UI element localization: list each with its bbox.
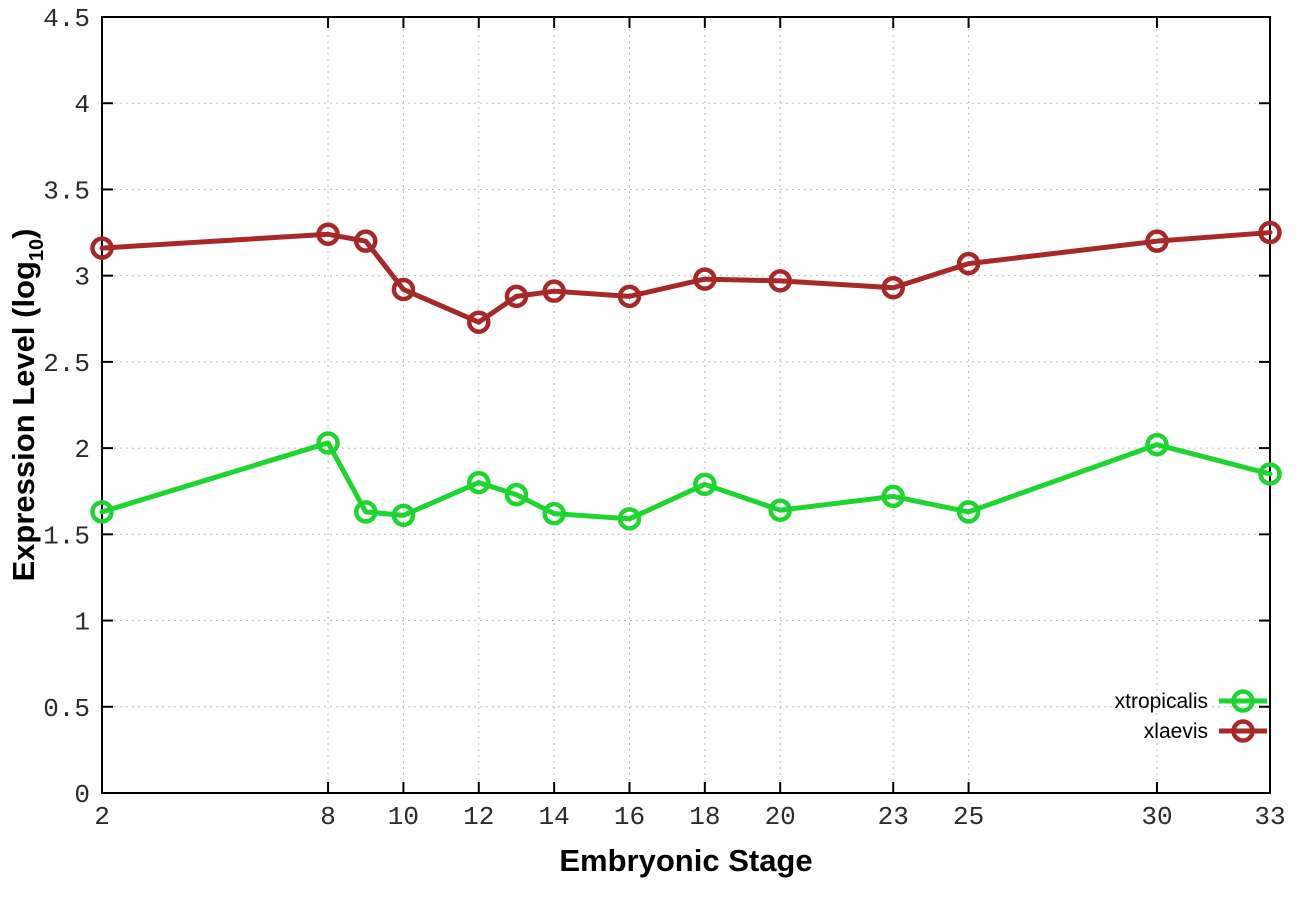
y-tick-label: 4.5 <box>43 4 90 34</box>
y-tick-label: 1 <box>74 608 90 638</box>
x-tick-label: 14 <box>539 802 570 832</box>
data-point-xtropicalis-stage-18 <box>693 472 717 497</box>
data-point-xlaevis-stage-14 <box>542 279 566 303</box>
y-tick-label: 2.5 <box>43 349 90 379</box>
data-point-xlaevis-stage-33 <box>1258 220 1282 245</box>
data-point-xtropicalis-stage-14 <box>542 501 566 526</box>
axes-layer: 2 8 10 12 14 16 18 20 23 25 30 33 0 0.5 1 1.5 2 2.5 3 3.5 4 4… <box>43 4 1285 832</box>
data-point-xlaevis-stage-8 <box>316 222 340 247</box>
y-tick-label: 3 <box>74 263 90 293</box>
x-tick-label: 30 <box>1141 802 1172 832</box>
data-point-xtropicalis-stage-13 <box>504 482 529 507</box>
data-point-xtropicalis-stage-2 <box>90 500 114 524</box>
legend-marker-xlaevis <box>1231 719 1255 743</box>
data-point-xtropicalis-stage-12 <box>467 470 491 495</box>
x-tick-label: 18 <box>689 802 720 832</box>
series-line-xtropicalis <box>99 440 1273 522</box>
x-tick-label: 16 <box>614 802 645 832</box>
series-xlaevis <box>90 220 1282 334</box>
y-tick-label: 0 <box>74 780 90 810</box>
data-point-xtropicalis-stage-10 <box>391 503 416 528</box>
data-point-xlaevis-stage-25 <box>956 251 981 276</box>
data-point-xlaevis-stage-20 <box>768 269 792 293</box>
y-tick-label: 2 <box>74 435 90 465</box>
data-point-xlaevis-stage-13 <box>504 284 529 309</box>
series-layer <box>90 220 1282 531</box>
legend-marker-xtropicalis <box>1231 689 1255 713</box>
grid-layer <box>102 17 1270 793</box>
data-point-xtropicalis-stage-25 <box>956 500 981 524</box>
x-tick-label: 23 <box>878 802 909 832</box>
data-point-xlaevis-stage-16 <box>617 284 642 309</box>
legend-label-xlaevis: xlaevis <box>1144 720 1208 743</box>
data-point-xtropicalis-stage-23 <box>881 484 905 509</box>
y-axis-title-suffix: ) <box>6 228 41 238</box>
data-point-xlaevis-stage-23 <box>881 275 905 300</box>
plot-border <box>101 16 1271 794</box>
x-tick-label: 8 <box>320 802 336 832</box>
data-point-xlaevis-stage-30 <box>1145 229 1169 253</box>
y-tick-label: 1.5 <box>43 521 90 551</box>
data-point-xtropicalis-stage-20 <box>768 498 792 522</box>
x-tick-label: 10 <box>388 802 419 832</box>
series-xtropicalis <box>90 431 1282 531</box>
data-point-xtropicalis-stage-16 <box>617 507 642 531</box>
legend: xtropicalis xlaevis <box>1115 689 1267 743</box>
y-tick-label: 3.5 <box>43 176 90 206</box>
data-point-xtropicalis-stage-33 <box>1258 462 1282 486</box>
y-axis-title: Expression Level (log10) <box>6 228 48 581</box>
x-axis-title: Embryonic Stage <box>559 843 812 878</box>
data-point-xlaevis-stage-12 <box>467 310 491 334</box>
y-axis-title-subscript: 10 <box>26 239 48 261</box>
y-tick-label: 0.5 <box>43 694 90 724</box>
x-tick-label: 33 <box>1254 802 1285 832</box>
data-point-xtropicalis-stage-30 <box>1145 432 1169 457</box>
y-tick-label: 4 <box>74 90 90 120</box>
data-point-xlaevis-stage-18 <box>693 267 717 291</box>
y-axis-title-main: Expression Level (log <box>6 261 41 581</box>
legend-item-xtropicalis: xtropicalis <box>1115 689 1267 713</box>
data-point-xlaevis-stage-2 <box>90 236 114 260</box>
legend-item-xlaevis: xlaevis <box>1144 719 1267 743</box>
data-point-xlaevis-stage-10 <box>391 277 416 302</box>
legend-label-xtropicalis: xtropicalis <box>1115 690 1208 713</box>
x-tick-label: 2 <box>94 802 110 832</box>
data-point-xlaevis-stage-9 <box>353 229 378 253</box>
data-point-xtropicalis-stage-9 <box>353 500 378 524</box>
data-point-xtropicalis-stage-8 <box>316 431 340 455</box>
x-tick-label: 12 <box>463 802 494 832</box>
x-tick-label: 20 <box>765 802 796 832</box>
series-line-xlaevis <box>99 230 1273 325</box>
x-tick-label: 25 <box>953 802 984 832</box>
